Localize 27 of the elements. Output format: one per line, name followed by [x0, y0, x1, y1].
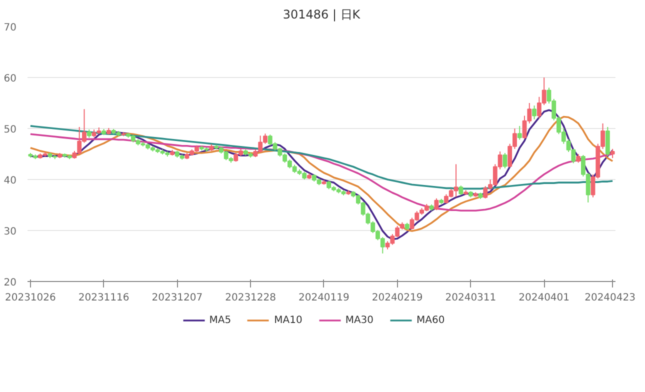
- x-tick-label: 20231116: [78, 292, 130, 304]
- y-tick-label: 40: [4, 176, 17, 186]
- candlestick: [502, 152, 508, 169]
- candlestick: [458, 185, 464, 196]
- x-tick-label: 20240219: [372, 292, 423, 304]
- y-tick-label: 30: [4, 226, 17, 238]
- y-tick-label: 60: [4, 74, 17, 84]
- x-tick-label: 20240119: [298, 292, 350, 304]
- candlestick: [605, 126, 610, 157]
- x-tick-label: 20240401: [518, 292, 570, 304]
- legend-label: MA60: [416, 314, 445, 326]
- legend-label: MA30: [345, 314, 374, 326]
- y-tick-label: 20: [4, 278, 17, 288]
- legend-label: MA10: [274, 314, 302, 326]
- x-tick-label: 20240423: [584, 292, 636, 304]
- y-tick-label: 70: [4, 22, 17, 34]
- x-tick-label: 20240311: [445, 292, 496, 304]
- legend-label: MA5: [209, 314, 232, 326]
- candlestick: [532, 105, 537, 120]
- candlestick: [517, 125, 522, 140]
- candlestick: [610, 148, 615, 159]
- x-tick-label: 20231228: [225, 292, 276, 304]
- x-tick-label: 20231026: [4, 292, 56, 304]
- candlestick: [434, 198, 439, 211]
- y-tick-label: 50: [4, 124, 17, 136]
- chart-title: 301486 | 日K: [282, 8, 362, 22]
- x-tick-label: 20231207: [152, 292, 203, 304]
